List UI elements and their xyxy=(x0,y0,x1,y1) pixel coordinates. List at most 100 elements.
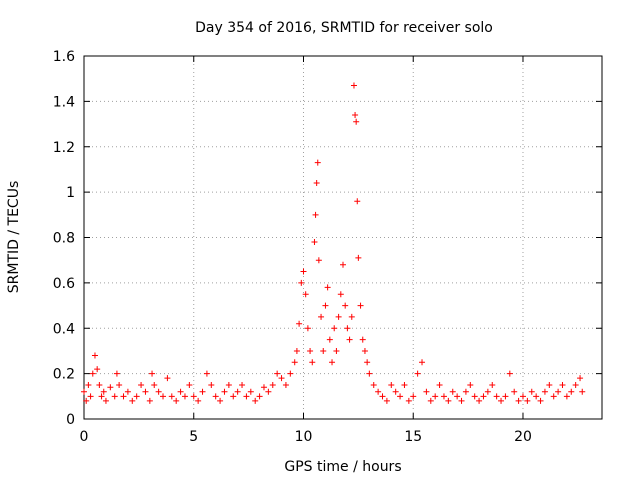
data-point xyxy=(313,180,320,187)
data-point xyxy=(247,388,254,395)
data-point xyxy=(260,384,267,391)
data-point xyxy=(511,388,518,395)
data-point xyxy=(149,370,156,377)
data-point xyxy=(230,393,237,400)
data-point xyxy=(302,291,309,298)
data-point xyxy=(124,388,131,395)
data-point xyxy=(502,393,509,400)
data-point xyxy=(515,397,522,404)
data-point xyxy=(142,388,149,395)
data-point xyxy=(87,393,94,400)
data-point xyxy=(173,397,180,404)
data-point xyxy=(357,302,364,309)
data-point xyxy=(467,381,474,388)
data-point xyxy=(364,359,371,366)
data-point xyxy=(296,320,303,327)
data-point xyxy=(546,381,553,388)
data-point xyxy=(354,198,361,205)
data-point xyxy=(304,325,311,332)
data-point xyxy=(335,313,342,320)
data-point xyxy=(352,111,359,118)
grid xyxy=(84,56,602,419)
data-point xyxy=(533,393,540,400)
data-point xyxy=(282,381,289,388)
data-point xyxy=(579,388,586,395)
data-point xyxy=(572,381,579,388)
data-point xyxy=(493,393,500,400)
data-point xyxy=(471,393,478,400)
y-tick-label: 0.8 xyxy=(53,231,75,247)
y-tick-label: 1.4 xyxy=(53,94,75,110)
x-axis-label: GPS time / hours xyxy=(284,459,401,475)
data-point xyxy=(83,397,90,404)
data-point xyxy=(401,381,408,388)
data-point xyxy=(195,397,202,404)
data-point xyxy=(383,397,390,404)
data-point xyxy=(298,279,305,286)
data-point xyxy=(498,397,505,404)
data-point xyxy=(555,388,562,395)
data-point xyxy=(419,359,426,366)
data-point xyxy=(541,388,548,395)
data-point xyxy=(414,370,421,377)
data-point xyxy=(537,397,544,404)
data-point xyxy=(484,388,491,395)
data-point xyxy=(315,257,322,264)
data-point xyxy=(155,388,162,395)
data-point xyxy=(98,393,105,400)
data-point xyxy=(324,284,331,291)
x-tick-label: 5 xyxy=(189,429,198,445)
data-point xyxy=(243,393,250,400)
data-point xyxy=(480,393,487,400)
data-point xyxy=(449,388,456,395)
x-tick-label: 10 xyxy=(295,429,313,445)
data-point xyxy=(563,393,570,400)
y-tick-label: 0.6 xyxy=(53,276,75,292)
data-point xyxy=(361,347,368,354)
data-point xyxy=(181,393,188,400)
data-point xyxy=(462,388,469,395)
y-tick-label: 1.6 xyxy=(53,49,75,65)
data-point xyxy=(350,82,357,89)
data-points xyxy=(81,82,586,404)
data-point xyxy=(320,347,327,354)
data-point xyxy=(274,370,281,377)
data-point xyxy=(239,381,246,388)
data-point xyxy=(559,381,566,388)
data-point xyxy=(138,381,145,388)
data-point xyxy=(388,381,395,388)
data-point xyxy=(550,393,557,400)
data-point xyxy=(432,393,439,400)
data-point xyxy=(91,352,98,359)
data-point xyxy=(344,325,351,332)
plot-frame xyxy=(83,55,603,420)
data-point xyxy=(340,261,346,268)
data-point xyxy=(85,381,92,388)
data-point xyxy=(524,397,531,404)
y-tick-label: 0 xyxy=(66,412,75,428)
data-point xyxy=(506,370,513,377)
data-point xyxy=(160,393,167,400)
data-point xyxy=(81,388,87,395)
data-point xyxy=(293,347,300,354)
data-point xyxy=(342,302,349,309)
data-point xyxy=(217,397,224,404)
data-point xyxy=(212,393,219,400)
data-point xyxy=(111,393,118,400)
data-point xyxy=(269,381,276,388)
data-point xyxy=(96,381,103,388)
data-point xyxy=(458,397,465,404)
data-point xyxy=(113,370,120,377)
y-tick-label: 1 xyxy=(66,185,75,201)
data-point xyxy=(370,381,377,388)
data-point xyxy=(353,118,360,125)
data-point xyxy=(221,388,228,395)
data-point xyxy=(129,397,136,404)
data-point xyxy=(107,384,114,391)
data-point xyxy=(120,393,127,400)
data-point xyxy=(375,388,382,395)
data-point xyxy=(146,397,153,404)
data-point xyxy=(100,388,107,395)
y-axis-label: SRMTID / TECUs xyxy=(6,181,22,294)
data-point xyxy=(314,159,321,166)
